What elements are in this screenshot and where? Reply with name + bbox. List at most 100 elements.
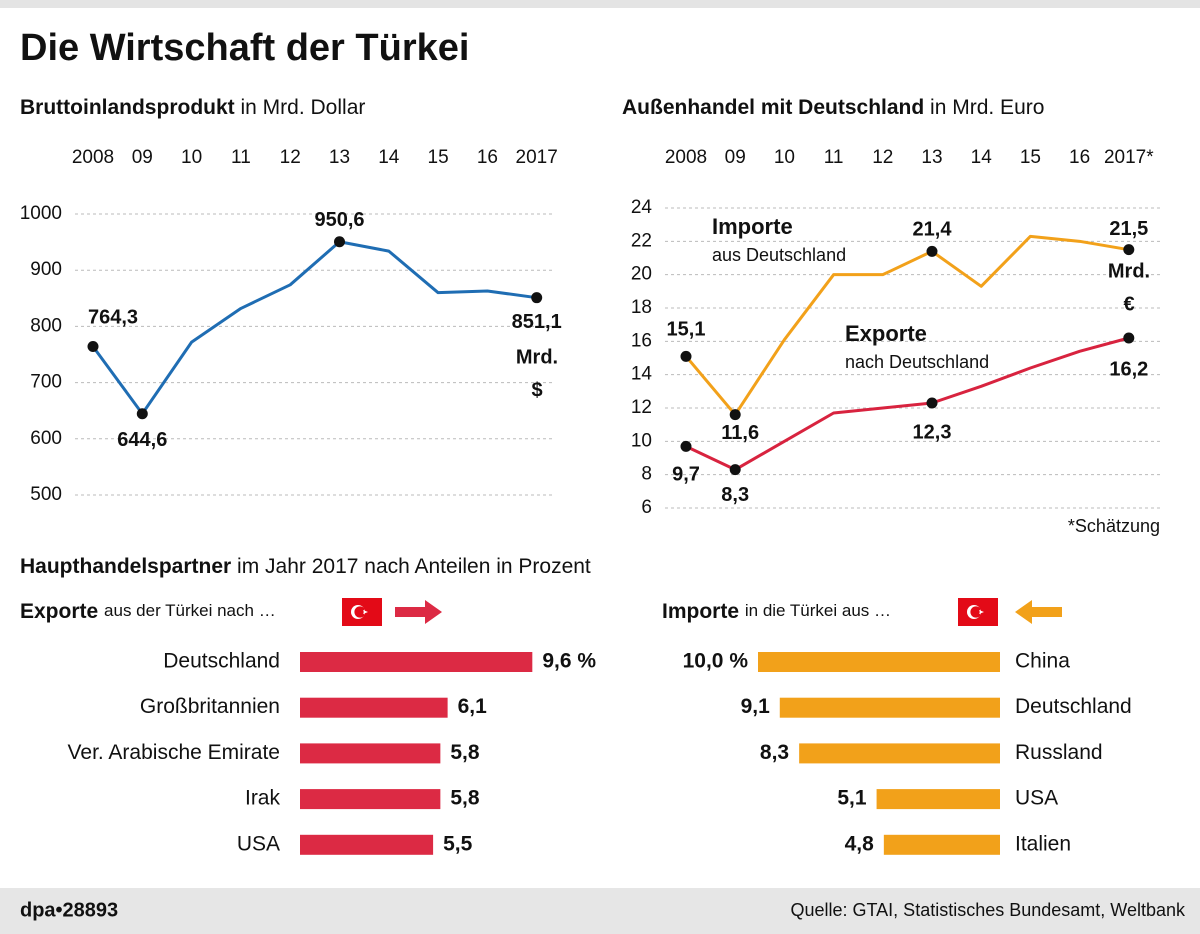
y-tick-label: 24 [631,197,653,218]
value-label: 12,3 [913,421,952,443]
source: Quelle: GTAI, Statistisches Bundesamt, W… [790,900,1186,920]
bar [300,652,533,672]
y-tick-label: 22 [631,230,652,251]
main-title: Die Wirtschaft der Türkei [20,27,469,69]
bar [883,834,1000,855]
x-tick-label: 16 [1069,147,1090,168]
data-point [926,397,938,409]
data-point [926,245,938,257]
data-point [1123,244,1135,256]
y-tick-label: 10 [631,430,652,451]
y-tick-label: 6 [641,497,652,518]
value-label: 21,5 [1109,218,1148,240]
unit-note: $ [531,379,542,401]
arrow [395,600,442,624]
bar [300,697,448,718]
value-label: 950,6 [314,209,364,231]
value-label: 21,4 [913,219,953,241]
value-label: 9,6 % [542,650,596,673]
x-tick-label: 13 [921,147,942,168]
x-tick-label: 12 [280,147,301,168]
bar [876,789,1000,810]
value-label: 9,1 [741,695,771,718]
category-label: Russland [1015,741,1103,764]
x-tick-label: 2008 [72,147,114,168]
category-label: Großbritannien [140,695,280,718]
bar [758,652,1000,672]
y-tick-label: 1000 [20,203,62,224]
y-tick-label: 16 [631,330,652,351]
bar [779,697,1000,718]
value-label: 4,8 [845,832,875,855]
bar-heading: Importe in die Türkei aus … [662,600,891,623]
value-label: 16,2 [1109,358,1148,380]
y-tick-label: 18 [631,297,652,318]
section-title: Haupthandelspartner [20,555,231,578]
x-tick-label: 10 [181,147,202,168]
y-tick-label: 20 [631,264,652,285]
unit-note: Mrd. [516,346,558,368]
value-label: 851,1 [512,311,562,333]
flag [342,598,382,626]
data-point [87,340,99,352]
value-label: 15,1 [667,319,706,341]
chart-heading: Bruttoinlandsprodukt in Mrd. Dollar [20,96,365,119]
y-tick-label: 900 [30,259,62,280]
flag [958,598,998,626]
data-point [729,464,741,476]
x-tick-label: 09 [725,147,746,168]
value-label: 764,3 [88,307,138,329]
y-tick-label: 700 [30,372,62,393]
data-point [531,292,543,304]
bar [799,743,1000,764]
y-tick-label: 600 [30,428,62,449]
unit-note: Mrd. [1108,260,1150,282]
x-tick-label: 11 [824,147,844,168]
y-tick-label: 8 [641,464,652,485]
series-label: Exporte [845,321,927,346]
bar [300,743,441,764]
x-tick-label: 13 [329,147,350,168]
dpa-id: dpa•28893 [20,899,118,921]
data-point [680,350,692,362]
bar [300,789,441,810]
data-line [684,234,1130,417]
x-tick-label: 14 [378,147,400,168]
footer-band [0,888,1200,934]
value-label: 8,3 [760,741,789,764]
x-tick-label: 2017* [1104,147,1154,168]
bar [300,834,434,855]
y-tick-label: 500 [30,484,62,505]
footnote: *Schätzung [1068,516,1160,536]
x-tick-label: 2017 [516,147,558,168]
x-tick-label: 12 [872,147,893,168]
value-label: 5,8 [450,787,480,810]
top-band [0,0,1200,8]
category-label: Deutschland [163,650,280,673]
value-label: 5,8 [450,741,480,764]
data-point [334,236,345,248]
chart-title: Exporte [20,600,98,623]
series-label: Importe [712,214,793,239]
chart-subtitle: in die Türkei aus … [745,601,891,620]
y-tick-label: 12 [631,397,652,418]
data-point [136,408,148,420]
chart-subtitle: aus der Türkei nach … [104,601,276,620]
category-label: Deutschland [1015,695,1132,718]
chart-subtitle: in Mrd. Euro [930,96,1044,119]
value-label: 8,3 [721,484,749,506]
value-label: 10,0 % [683,650,749,673]
x-tick-label: 14 [971,147,993,168]
chart-subtitle: in Mrd. Dollar [241,96,366,119]
x-tick-label: 11 [231,147,251,168]
chart-heading: Außenhandel mit Deutschland in Mrd. Euro [622,96,1044,119]
arrow [1015,600,1062,624]
x-tick-label: 15 [428,147,449,168]
data-point [1123,332,1135,344]
value-label: 11,6 [721,422,759,444]
value-label: 5,1 [837,787,867,810]
chart-title: Bruttoinlandsprodukt [20,96,235,119]
x-tick-label: 09 [132,147,153,168]
x-tick-label: 10 [774,147,795,168]
